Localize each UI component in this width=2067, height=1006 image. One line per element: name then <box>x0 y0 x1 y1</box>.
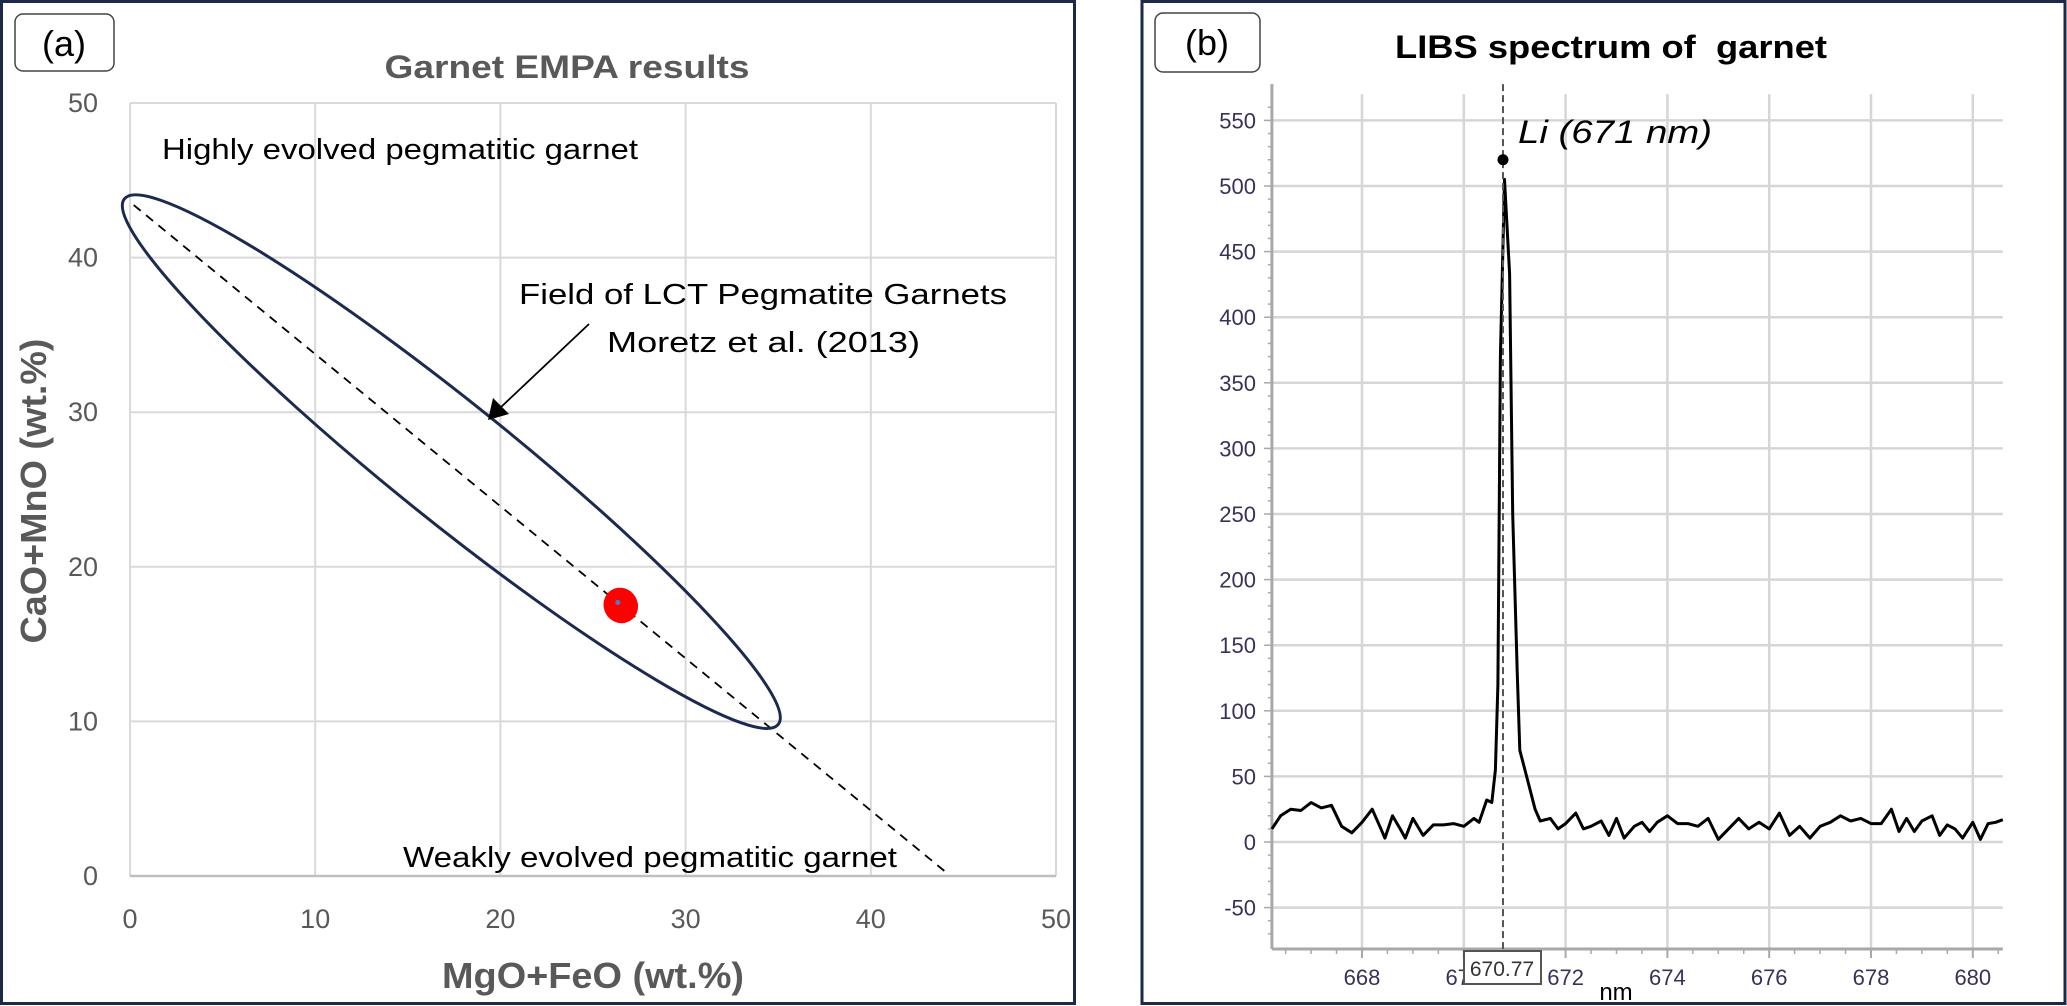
annotation-field-reference: Moretz et al. (2013) <box>607 327 920 359</box>
chart-a-tick-labels: 0 10 20 30 40 50 0 10 20 30 40 50 <box>68 88 1071 934</box>
chart-b-tick-labels: 668670672674676678680-500501001502002503… <box>1219 108 1991 990</box>
y-tick-label: 500 <box>1219 174 1256 199</box>
y-tick-label: 30 <box>68 397 98 427</box>
x-tick-label: 20 <box>485 904 515 934</box>
annotation-highly-evolved: Highly evolved pegmatitic garnet <box>162 134 638 166</box>
chart-a-x-axis-title: MgO+FeO (wt.%) <box>442 955 744 996</box>
chart-b-grid <box>1263 84 2003 958</box>
chart-a-title: Garnet EMPA results <box>385 49 750 85</box>
panel-b-label: (b) <box>1185 22 1229 63</box>
x-tick-label: 674 <box>1649 965 1686 990</box>
panel-a-label: (a) <box>42 23 86 64</box>
y-tick-label: 550 <box>1219 108 1256 133</box>
annotation-weakly-evolved: Weakly evolved pegmatitic garnet <box>403 842 897 874</box>
panel-b-frame <box>1140 0 2067 1005</box>
chart-b-x-axis-title: nm <box>1599 979 1632 1006</box>
lct-garnet-field-ellipse <box>120 193 782 730</box>
y-tick-label: -50 <box>1224 896 1256 921</box>
peak-marker <box>1497 154 1509 166</box>
y-tick-label: 20 <box>68 552 98 582</box>
x-tick-label: 680 <box>1954 965 1991 990</box>
y-tick-label: 400 <box>1219 305 1256 330</box>
panel-b-chart: (b) LIBS spectrum of garnet 668670672674… <box>1154 12 2004 1006</box>
y-tick-label: 150 <box>1219 633 1256 658</box>
y-tick-label: 200 <box>1219 568 1256 593</box>
garnet-sample-point <box>615 599 621 605</box>
y-tick-label: 450 <box>1219 240 1256 265</box>
chart-a-grid <box>129 102 1057 878</box>
y-tick-label: 10 <box>68 706 98 736</box>
panel-a-chart: (a) Garnet EMPA results 0 10 20 30 40 50 0 10 20… <box>13 13 1071 996</box>
panel-a-label-box <box>14 13 115 72</box>
x-tick-label: 668 <box>1344 965 1381 990</box>
x-tick-label: 0 <box>122 904 137 934</box>
x-tick-label: 50 <box>1041 904 1071 934</box>
spectrum-line <box>1270 177 2004 841</box>
x-tick-label: 30 <box>671 904 701 934</box>
panel-b-label-box <box>1154 12 1261 73</box>
chart-b-title: LIBS spectrum of garnet <box>1395 29 1827 65</box>
y-tick-label: 350 <box>1219 371 1256 396</box>
peak-label: Li (671 nm) <box>1518 114 1712 150</box>
y-tick-label: 0 <box>1244 830 1256 855</box>
y-tick-label: 250 <box>1219 502 1256 527</box>
annotation-field-title: Field of LCT Pegmatite Garnets <box>519 279 1007 311</box>
cursor-value-box <box>1463 950 1542 985</box>
y-tick-label: 300 <box>1219 436 1256 461</box>
x-tick-label: 676 <box>1751 965 1788 990</box>
x-tick-label: 10 <box>300 904 330 934</box>
x-tick-label: 40 <box>856 904 886 934</box>
cursor-value: 670.77 <box>1470 958 1534 981</box>
y-tick-label: 40 <box>68 243 98 273</box>
chart-a-y-axis-title: CaO+MnO (wt.%) <box>13 339 54 644</box>
panel-a-frame <box>0 0 1076 1005</box>
x-tick-label: 672 <box>1547 965 1584 990</box>
annotation-arrow <box>488 323 590 420</box>
x-tick-label: 678 <box>1853 965 1890 990</box>
y-tick-label: 50 <box>1232 764 1256 789</box>
y-tick-label: 100 <box>1219 699 1256 724</box>
y-tick-label: 50 <box>68 88 98 118</box>
y-tick-label: 0 <box>83 861 98 891</box>
garnet-sample-cluster <box>603 587 639 624</box>
